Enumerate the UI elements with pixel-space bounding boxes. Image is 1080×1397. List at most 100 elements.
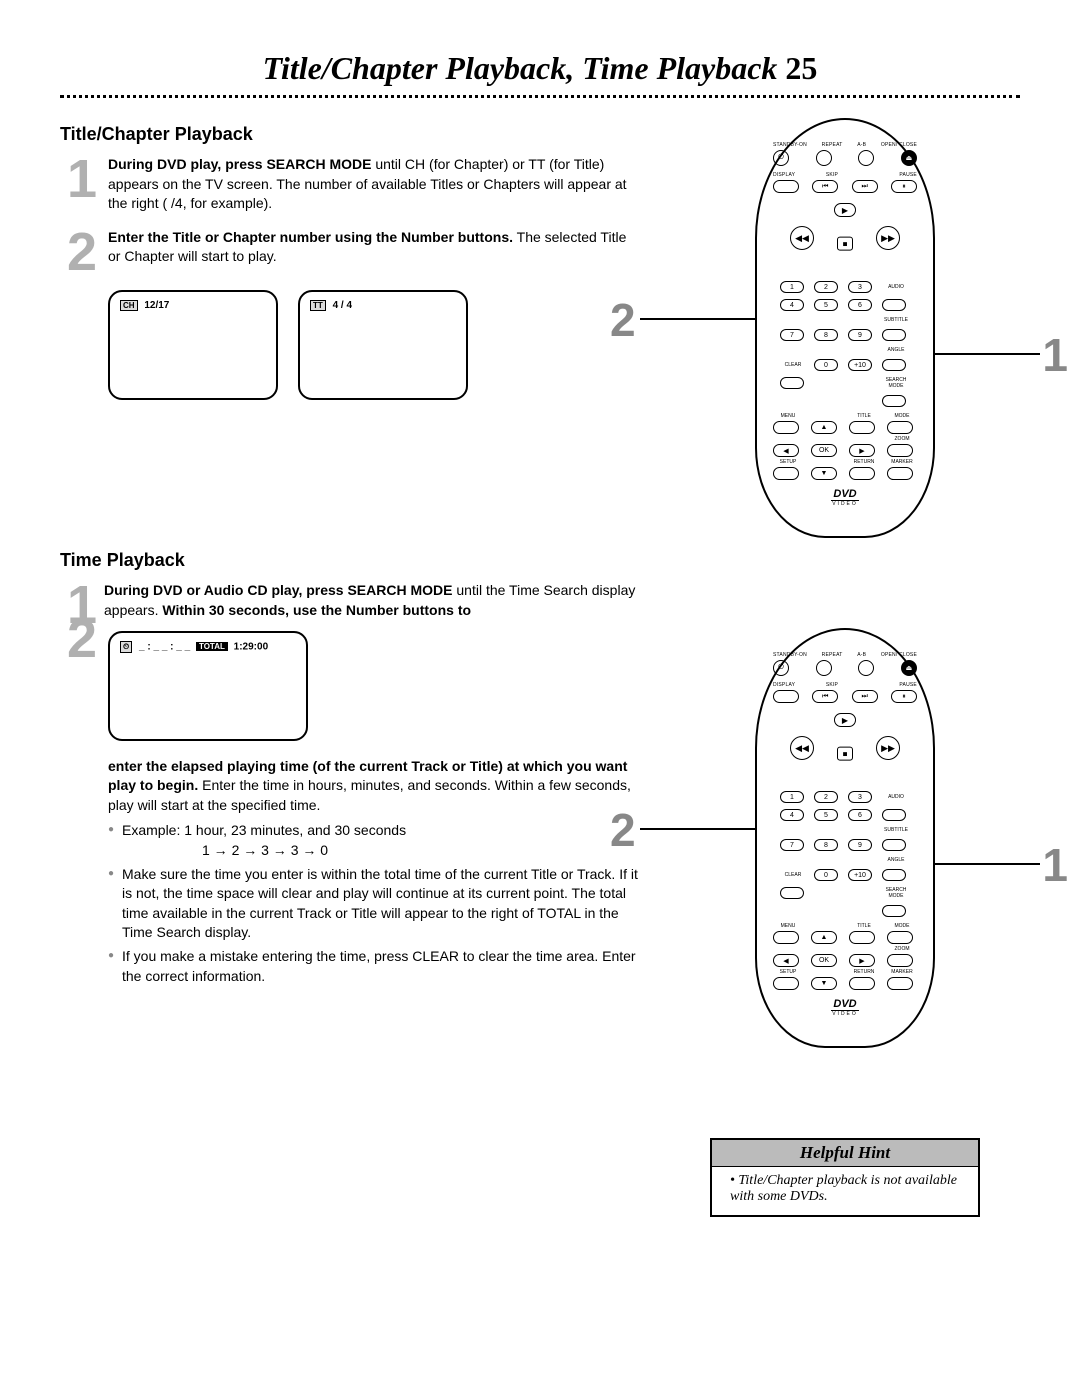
r2-callout-2: 2 [610,803,636,857]
r2-lbl-skip: SKIP [826,682,838,688]
s2-step1-bold1: During DVD or Audio CD play, press SEARC… [104,582,452,598]
btn-down: ▼ [811,467,837,480]
osd-time-blank: _ : _ _ : _ _ [139,641,190,652]
btn-zoom [887,444,913,457]
btn-pause: ⏸ [891,180,917,193]
lbl-audio: AUDIO [882,284,910,290]
btn-return [849,467,875,480]
lbl-title: TITLE [849,413,879,419]
btn-8: 8 [814,329,838,341]
r2-callout-1: 1 [1042,838,1068,892]
r2-9: 9 [848,839,872,851]
r2-lbl-sub: SUBTITLE [882,827,910,833]
btn-plus10: +10 [848,359,872,371]
step-number-2: 2 [60,228,104,277]
r2-marker [887,977,913,990]
r2-right: ▶ [849,954,875,967]
btn-audio [882,299,906,311]
r2-3: 3 [848,791,872,803]
bullet-2: Make sure the time you enter is within t… [108,865,640,943]
btn-5: 5 [814,299,838,311]
lbl-standby: STANDBY-ON [773,142,807,148]
dvd-logo-sub: VIDEO [832,501,858,507]
lbl-marker: MARKER [887,459,917,465]
step1-body: During DVD play, press SEARCH MODE until… [108,155,640,214]
r2-dvd-sub: VIDEO [832,1011,858,1017]
btn-ff: ▶▶ [876,226,900,250]
osd2-tag: TT [310,300,326,311]
r2-up: ▲ [811,931,837,944]
btn-0: 0 [814,359,838,371]
r2-clear [780,887,804,899]
r2-dvd-logo: DVD [831,998,858,1011]
btn-left: ◀ [773,444,799,457]
osd-title: TT 4 / 4 [298,290,468,400]
step2-bold: Enter the Title or Chapter number using … [108,229,513,245]
lbl-standby-2: STANDBY-ON [773,652,807,658]
btn-right: ▶ [849,444,875,457]
bullet1-seq: 1 → 2 → 3 → 3 → 0 [202,841,640,861]
btn-9: 9 [848,329,872,341]
r2-lbl-setup: SETUP [773,969,803,975]
r2-play: ▶ [834,713,856,727]
btn-subtitle [882,329,906,341]
btn-3: 3 [848,281,872,293]
r2-btn-standby: ⏻ [773,660,789,676]
r2-dring: ▶◀◀▶▶■ [790,713,900,783]
r2-btn-skipp: ⏮ [812,690,838,703]
callout-2: 2 [610,293,636,347]
s2-step-number-2: 2 [60,615,104,664]
lbl-setup: SETUP [773,459,803,465]
btn-play: ▶ [834,203,856,217]
btn-clear [780,377,804,389]
section1-heading: Title/Chapter Playback [60,124,640,145]
btn-title [849,421,875,434]
btn-search-mode [882,395,906,407]
bullet-1: Example: 1 hour, 23 minutes, and 30 seco… [108,821,640,860]
r2-6: 6 [848,809,872,821]
step-number-1: 1 [60,155,104,204]
lbl-clear: CLEAR [780,362,806,368]
btn-setup [773,467,799,480]
callout-line-1 [935,353,1040,355]
r2-1: 1 [780,791,804,803]
s2-step1-bold2: Within 30 seconds, use the Number button… [162,602,471,618]
r2-title [849,931,875,944]
lbl-angle: ANGLE [882,347,910,353]
btn-4: 4 [780,299,804,311]
dvd-logo: DVD [831,488,858,501]
btn-rew: ◀◀ [790,226,814,250]
r2-mode [887,931,913,944]
btn-stop: ■ [837,237,853,251]
section2-step1: 1 2 During DVD or Audio CD play, press S… [60,581,640,620]
lbl-repeat: REPEAT [822,142,843,148]
btn-ok: OK [811,444,837,457]
r2-lbl-zoom: ZOOM [887,946,917,952]
step1-bold: During DVD play, press SEARCH MODE [108,156,371,172]
remote-2: STANDBY-ONREPEATA-BOPEN/ CLOSE ⏻⏏ DISPLA… [755,628,935,1048]
r2-audio [882,809,906,821]
hint-title: Helpful Hint [712,1140,978,1167]
r2-stop: ■ [837,747,853,761]
r2-line-1 [935,863,1040,865]
callout-1: 1 [1042,328,1068,382]
btn-open: ⏏ [901,150,917,166]
btn-repeat [816,150,832,166]
osd-total-label: TOTAL [196,642,228,651]
r2-lbl-menu: MENU [773,923,803,929]
page-number: 25 [785,50,817,86]
r2-menu [773,931,799,944]
section1-step1: 1 During DVD play, press SEARCH MODE unt… [60,155,640,214]
osd-row-1: CH 12/17 TT 4 / 4 [108,290,640,400]
btn-1: 1 [780,281,804,293]
r2-btn-ab [858,660,874,676]
btn-angle [882,359,906,371]
osd-time-tag: ⏲ [120,641,132,653]
r2-ff: ▶▶ [876,736,900,760]
btn-skip-prev: ⏮ [812,180,838,193]
lbl-display: DISPLAY [773,172,795,178]
lbl-ab-2: A-B [857,652,866,658]
remote-diagram-1: STANDBY-ONREPEATA-BOPEN/ CLOSE ⏻⏏ DISPLA… [670,118,1020,538]
r2-btn-pause: ⏸ [891,690,917,703]
s2-step1-body: During DVD or Audio CD play, press SEARC… [104,581,640,620]
